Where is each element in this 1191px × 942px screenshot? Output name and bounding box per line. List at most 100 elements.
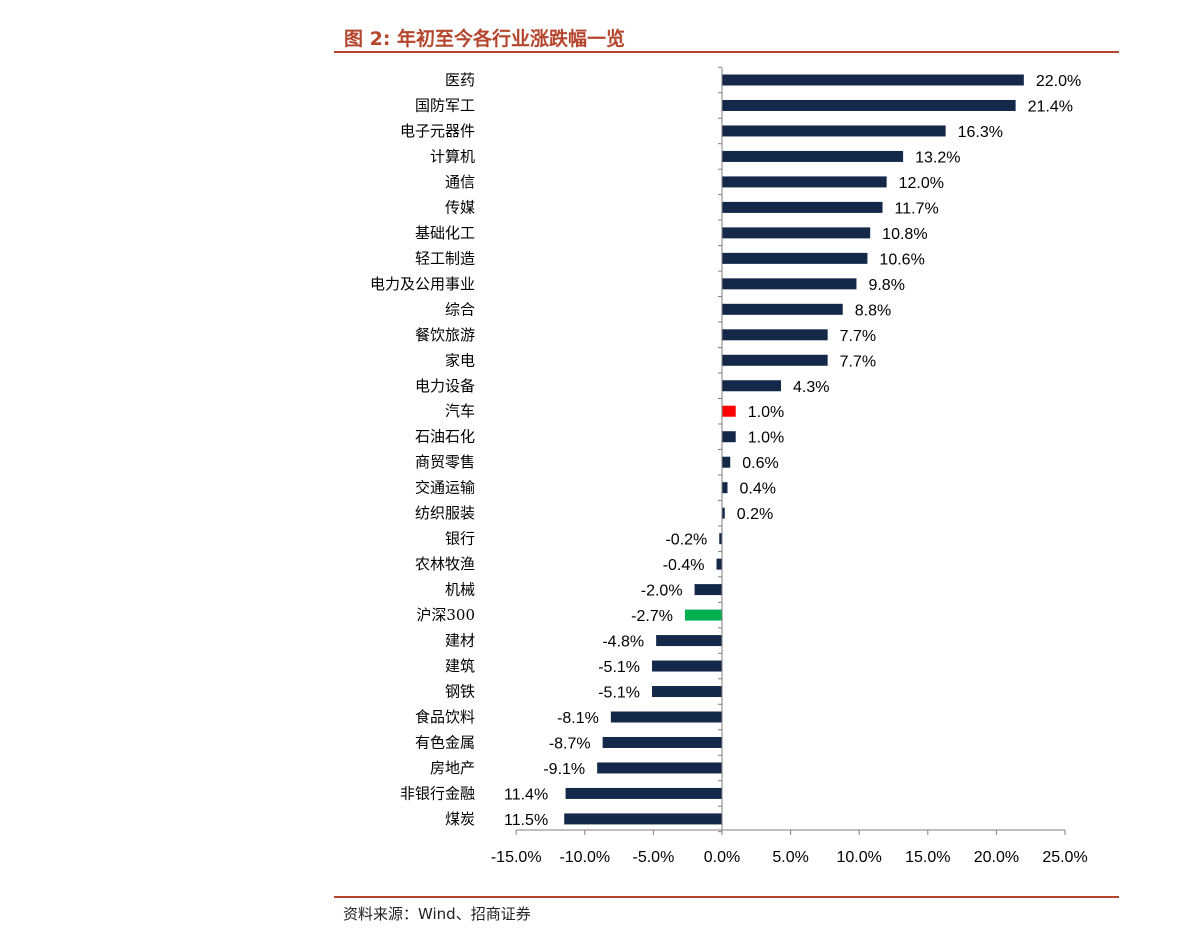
category-label: 纺织服装 [415,504,475,522]
value-label: 0.4% [739,481,775,498]
category-label: 轻工制造 [415,249,475,267]
category-label: 煤炭 [445,810,475,828]
category-label: 家电 [445,351,475,369]
source-note: 资料来源：Wind、招商证券 [343,905,531,923]
value-label: 10.8% [882,226,927,243]
bar-农林牧渔 [716,558,722,570]
category-label: 钢铁 [445,683,475,701]
bar-钢铁 [652,686,722,698]
x-tick-label: 20.0% [974,849,1019,866]
category-label: 电子元器件 [400,122,475,140]
category-label: 建材 [445,632,475,650]
category-label: 电力及公用事业 [370,275,475,293]
bar-轻工制造 [722,252,868,264]
bar-电子元器件 [722,125,946,137]
value-label: 10.6% [879,251,924,268]
bar-机械 [694,584,722,596]
bars-group [564,74,1024,825]
category-label: 沪深300 [416,606,475,624]
bar-家电 [722,354,828,366]
value-label: 7.7% [840,328,876,345]
category-label: 食品饮料 [415,708,475,726]
category-label: 综合 [445,300,475,318]
value-label: -9.1% [543,761,585,778]
category-label: 交通运输 [415,479,475,497]
bar-煤炭 [564,813,722,825]
bar-传媒 [722,201,883,213]
value-label: 0.6% [742,455,778,472]
category-label: 计算机 [430,147,475,165]
category-label: 国防军工 [415,96,475,114]
value-label: 4.3% [793,379,829,396]
category-label: 非银行金融 [400,784,475,802]
value-label: 11.5% [504,812,548,829]
value-label: 13.2% [915,149,960,166]
bar-电力设备 [722,380,781,392]
value-label: -8.7% [549,735,591,752]
footer-rule [334,896,1119,898]
category-labels-group: 医药国防军工电子元器件计算机通信传媒基础化工轻工制造电力及公用事业综合餐饮旅游家… [370,71,475,828]
x-tick-label: 10.0% [837,849,882,866]
x-tick-label: -15.0% [491,849,542,866]
value-label: 1.0% [748,430,784,447]
x-tick-label: 15.0% [905,849,950,866]
category-label: 传媒 [445,198,475,216]
category-label: 汽车 [445,402,475,420]
category-label: 有色金属 [415,733,475,751]
value-label: -5.1% [598,659,640,676]
x-tick-label: 25.0% [1042,849,1087,866]
category-label: 银行 [445,530,475,548]
category-label: 餐饮旅游 [415,326,475,344]
bar-基础化工 [722,227,871,239]
category-label: 通信 [445,173,475,191]
bar-国防军工 [722,99,1016,111]
value-label: -2.7% [631,608,673,625]
value-label: -5.1% [598,685,640,702]
category-label: 机械 [445,581,475,599]
bar-餐饮旅游 [722,329,828,341]
category-label: 医药 [445,71,475,89]
bar-商贸零售 [722,456,731,468]
category-label: 商贸零售 [415,453,475,471]
bar-石油石化 [722,431,736,443]
title-rule [334,51,1119,53]
bar-通信 [722,176,887,188]
value-label: 9.8% [868,277,904,294]
category-label: 电力设备 [415,377,475,395]
bar-食品饮料 [610,711,722,723]
value-label: 0.2% [737,506,773,523]
value-label: 12.0% [899,175,944,192]
value-labels-group: 22.0% 21.4% 16.3% 13.2% 12.0% 11.7% 10.8% 10.6%… [504,73,1081,829]
category-label: 建筑 [445,657,475,675]
value-label: -0.4% [663,557,705,574]
bar-纺织服装 [722,507,725,519]
bar-电力及公用事业 [722,278,857,290]
bar-银行 [719,533,722,545]
value-label: -2.0% [641,583,683,600]
axes-group: -15.0% -10.0% -5.0% 0.0% 5.0% 10.0% 15.0% 20.0%… [491,66,1088,866]
value-label: 16.3% [958,124,1003,141]
figure-title: 图 2: 年初至今各行业涨跌幅一览 [344,28,626,50]
x-tick-label: 5.0% [772,849,808,866]
value-label: 22.0% [1036,73,1081,90]
bar-计算机 [722,150,904,162]
value-label: 21.4% [1028,98,1073,115]
value-label: 7.7% [840,353,876,370]
value-label: 11.7% [895,200,939,217]
value-label: -4.8% [602,634,644,651]
bar-非银行金融 [565,787,722,799]
x-tick-label: 0.0% [704,849,740,866]
bar-医药 [722,74,1024,86]
value-label: 8.8% [855,302,891,319]
value-label: 11.4% [504,786,548,803]
value-label: -0.2% [665,532,707,549]
x-tick-label: -10.0% [559,849,610,866]
bar-综合 [722,303,843,315]
bar-建筑 [652,660,722,672]
bar-建材 [656,635,722,647]
value-label: 1.0% [748,404,784,421]
value-label: -8.1% [557,710,599,727]
category-label: 房地产 [430,759,475,777]
bar-汽车 [722,405,736,417]
